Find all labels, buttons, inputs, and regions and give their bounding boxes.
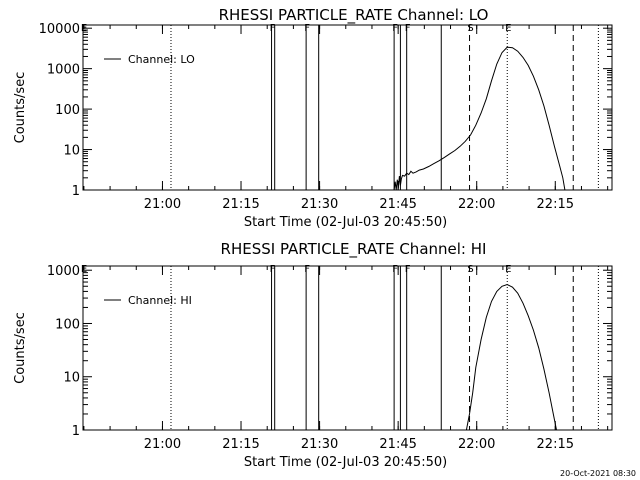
- y-tick-label: 1000: [47, 63, 80, 78]
- series-line: [465, 283, 557, 431]
- x-tick-label: 22:15: [537, 437, 574, 452]
- flag-label: S: [467, 264, 473, 275]
- flag-label: E: [81, 264, 87, 275]
- plot-frame: [82, 265, 613, 431]
- x-tick-label: 21:15: [222, 197, 259, 212]
- print-timestamp: 20-Oct-2021 08:30: [560, 469, 636, 478]
- y-tick-label: 100: [55, 317, 80, 332]
- x-axis-label: Start Time (02-Jul-03 20:45:50): [244, 215, 447, 230]
- y-tick-label: 10: [63, 144, 80, 159]
- flag-label: F: [304, 23, 310, 34]
- flag-label: F: [270, 23, 276, 34]
- x-tick-label: 22:15: [537, 197, 574, 212]
- chart-title: RHESSI PARTICLE_RATE Channel: HI: [221, 240, 487, 259]
- hi-channel-panel: RHESSI PARTICLE_RATE Channel: HI Counts/s…: [13, 240, 613, 470]
- x-tick-label: 21:30: [301, 437, 338, 452]
- y-axis-label: Counts/sec: [13, 312, 28, 384]
- flag-label: F: [405, 23, 411, 34]
- y-tick-label: 100: [55, 103, 80, 118]
- flag-label: F: [270, 264, 276, 275]
- flag-label: E: [505, 264, 511, 275]
- x-tick-label: 21:00: [144, 437, 181, 452]
- series-line: [393, 46, 566, 191]
- lo-channel-panel: RHESSI PARTICLE_RATE Channel: LO Counts/s…: [13, 6, 613, 230]
- legend-label: Channel: HI: [128, 294, 192, 307]
- flag-label: E: [81, 23, 87, 34]
- y-tick-label: 10: [63, 371, 80, 386]
- x-tick-label: 21:15: [222, 437, 259, 452]
- x-tick-label: 21:00: [144, 197, 181, 212]
- flag-label: F: [304, 264, 310, 275]
- x-tick-label: 22:00: [458, 437, 495, 452]
- y-tick-label: 10000: [39, 22, 80, 37]
- legend-label: Channel: LO: [128, 53, 195, 66]
- y-tick-label: 1: [72, 184, 80, 199]
- y-axis-label: Counts/sec: [13, 72, 28, 144]
- x-tick-label: 21:30: [301, 197, 338, 212]
- plot-frame: [82, 24, 613, 191]
- flag-label: F: [392, 23, 398, 34]
- x-tick-label: 21:45: [379, 437, 416, 452]
- flag-label: S: [467, 23, 473, 34]
- x-axis-label: Start Time (02-Jul-03 20:45:50): [244, 455, 447, 470]
- x-tick-label: 21:45: [379, 197, 416, 212]
- chart-title: RHESSI PARTICLE_RATE Channel: LO: [219, 6, 489, 25]
- flag-label: F: [392, 264, 398, 275]
- y-tick-label: 1000: [47, 264, 80, 279]
- flag-label: E: [505, 23, 511, 34]
- x-tick-label: 22:00: [458, 197, 495, 212]
- flag-label: F: [405, 264, 411, 275]
- y-tick-label: 1: [72, 424, 80, 439]
